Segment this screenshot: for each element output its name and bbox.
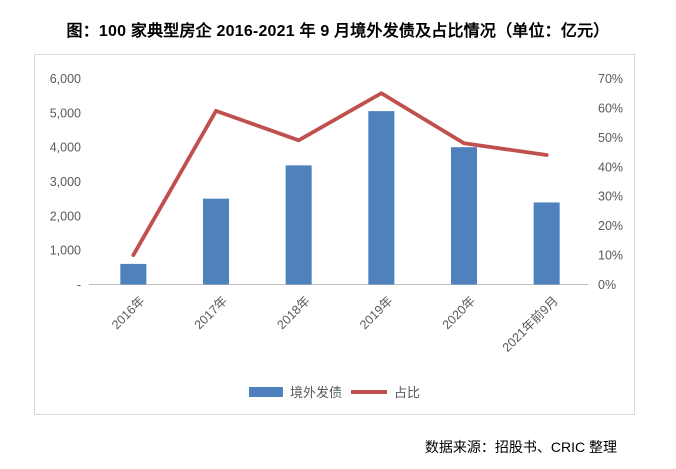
x-axis-label: 2020年 [440, 294, 478, 332]
left-axis-tick: 6,000 [50, 72, 81, 86]
bar-2016年 [120, 263, 147, 285]
ratio-line [131, 91, 549, 257]
x-axis-label: 2016年 [109, 294, 147, 332]
bar-2020年 [451, 147, 477, 285]
right-axis-tick: 60% [598, 101, 623, 115]
chart-container: - 1,000 2,000 3,000 4,000 5,000 6,000 0% 10% 20% 3… [34, 54, 635, 415]
left-axis-tick: - [77, 278, 81, 292]
legend-item-bar: 境外发债 [248, 382, 342, 401]
left-axis-tick: 4,000 [50, 141, 81, 155]
left-axis-tick: 1,000 [50, 244, 81, 258]
legend-label-bar: 境外发债 [289, 385, 342, 400]
combo-chart: - 1,000 2,000 3,000 4,000 5,000 6,000 0% 10% 20% 3… [50, 72, 623, 355]
bar-2021年前9月 [533, 202, 560, 285]
right-axis-tick: 30% [598, 190, 623, 204]
left-axis-tick: 2,000 [50, 209, 81, 223]
x-axis-label: 2021年前9月 [499, 293, 561, 355]
left-axis-tick: 3,000 [50, 175, 81, 189]
bar-legend-swatch [248, 386, 283, 397]
left-axis-tick: 5,000 [50, 106, 81, 120]
bar-2017年 [203, 198, 229, 285]
right-axis-tick: 50% [598, 131, 623, 145]
line-legend-swatch [351, 389, 387, 394]
right-axis-tick: 70% [598, 72, 623, 86]
legend-label-line: 占比 [394, 385, 421, 400]
bar-2019年 [368, 111, 395, 285]
x-axis-label: 2018年 [274, 294, 312, 332]
x-axis-label: 2019年 [357, 294, 395, 332]
right-axis-tick: 0% [598, 278, 616, 292]
bar-2018年 [285, 165, 312, 285]
data-source-note: 数据来源：招股书、CRIC 整理 [424, 439, 617, 455]
x-axis-label: 2017年 [192, 294, 230, 332]
chart-title: 图：100 家典型房企 2016-2021 年 9 月境外发债及占比情况（单位：… [66, 23, 610, 40]
chart-legend: 境外发债 占比 [35, 382, 634, 401]
right-axis-tick: 10% [598, 249, 623, 263]
legend-item-line: 占比 [351, 382, 420, 401]
right-axis-tick: 20% [598, 219, 623, 233]
right-axis-tick: 40% [598, 160, 623, 174]
